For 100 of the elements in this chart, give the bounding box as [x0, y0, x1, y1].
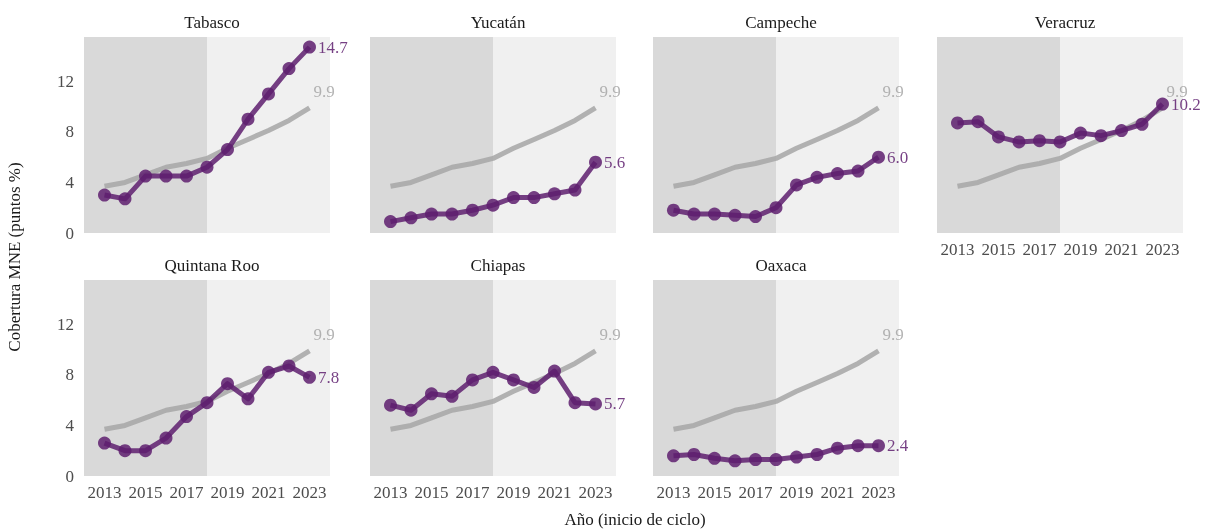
point — [200, 160, 214, 174]
point — [687, 207, 701, 221]
point — [445, 207, 459, 221]
data-label: 5.7 — [604, 394, 626, 414]
point — [851, 164, 865, 178]
y-tick-label: 8 — [65, 365, 74, 385]
point — [200, 396, 214, 410]
data-label: 14.7 — [318, 37, 349, 57]
point — [466, 373, 479, 387]
data-label: 6.0 — [887, 147, 909, 167]
point — [98, 436, 111, 450]
point — [180, 410, 193, 424]
data-label: 9.9 — [313, 325, 335, 345]
point — [790, 450, 803, 464]
x-tick-label: 2021 — [1104, 240, 1139, 259]
point — [568, 396, 582, 410]
x-tick-label: 2015 — [697, 483, 732, 502]
point — [303, 370, 316, 384]
chart-title: Oaxaca — [755, 256, 807, 275]
point — [384, 215, 397, 229]
chart-title: Campeche — [745, 13, 817, 32]
point — [687, 448, 701, 461]
point — [404, 211, 418, 225]
y-tick-label: 4 — [65, 172, 75, 192]
point — [1053, 135, 1067, 149]
x-tick-label: 2023 — [861, 483, 896, 502]
point — [667, 449, 680, 463]
y-tick-label: 12 — [57, 71, 74, 91]
point — [769, 453, 783, 467]
data-label: 2.4 — [887, 436, 909, 456]
point — [1012, 135, 1026, 149]
data-label: 9.9 — [882, 82, 904, 102]
data-label: 5.6 — [604, 152, 626, 172]
y-tick-label: 12 — [57, 314, 74, 334]
point — [466, 203, 479, 217]
point — [831, 441, 844, 455]
chart-title: Tabasco — [184, 13, 240, 32]
point — [548, 187, 561, 201]
point — [139, 444, 152, 458]
point — [221, 377, 234, 391]
x-tick-label: 2019 — [1063, 240, 1098, 259]
point — [180, 169, 193, 183]
data-label: 9.9 — [882, 325, 904, 345]
x-tick-label: 2019 — [210, 483, 245, 502]
point — [667, 203, 680, 217]
point — [708, 207, 721, 221]
x-tick-label: 2017 — [455, 483, 490, 502]
data-label: 9.9 — [599, 325, 621, 345]
x-tick-label: 2015 — [128, 483, 163, 502]
point — [303, 40, 316, 54]
x-axis-title: Año (inicio de ciclo) — [564, 510, 706, 529]
point — [568, 183, 582, 197]
point — [404, 403, 418, 417]
point — [139, 169, 152, 183]
point — [486, 365, 500, 379]
point — [810, 448, 824, 461]
x-tick-label: 2023 — [578, 483, 613, 502]
point — [527, 191, 541, 205]
point — [951, 116, 964, 130]
data-label: 9.9 — [599, 82, 621, 102]
x-tick-label: 2015 — [414, 483, 449, 502]
point — [749, 210, 762, 224]
point — [589, 155, 602, 169]
point — [425, 207, 438, 221]
point — [118, 192, 132, 206]
point — [548, 364, 561, 378]
x-tick-label: 2013 — [656, 483, 691, 502]
point — [445, 389, 459, 403]
point — [221, 143, 234, 157]
point — [769, 201, 783, 215]
x-tick-label: 2023 — [1145, 240, 1180, 259]
x-tick-label: 2017 — [1022, 240, 1057, 259]
point — [527, 380, 541, 394]
point — [1074, 126, 1087, 140]
x-tick-label: 2013 — [940, 240, 975, 259]
point — [1033, 134, 1046, 148]
point — [1094, 129, 1108, 143]
x-tick-label: 2017 — [738, 483, 773, 502]
point — [1135, 117, 1149, 131]
y-axis-title: Cobertura MNE (puntos %) — [4, 162, 24, 352]
chart-title: Yucatán — [470, 13, 526, 32]
point — [262, 87, 275, 101]
point — [810, 170, 824, 184]
point — [790, 178, 803, 192]
point — [992, 130, 1005, 144]
y-tick-label: 0 — [65, 466, 74, 486]
point — [241, 112, 255, 126]
point — [282, 62, 296, 76]
x-tick-label: 2015 — [981, 240, 1016, 259]
point — [872, 150, 885, 164]
chart-title: Veracruz — [1034, 13, 1096, 32]
y-tick-label: 0 — [65, 223, 74, 243]
point — [1115, 124, 1128, 138]
point — [159, 431, 173, 445]
point — [98, 188, 111, 202]
x-tick-label: 2021 — [251, 483, 286, 502]
data-label: 7.8 — [318, 367, 340, 387]
point — [384, 398, 397, 412]
point — [971, 115, 985, 129]
point — [159, 169, 173, 183]
